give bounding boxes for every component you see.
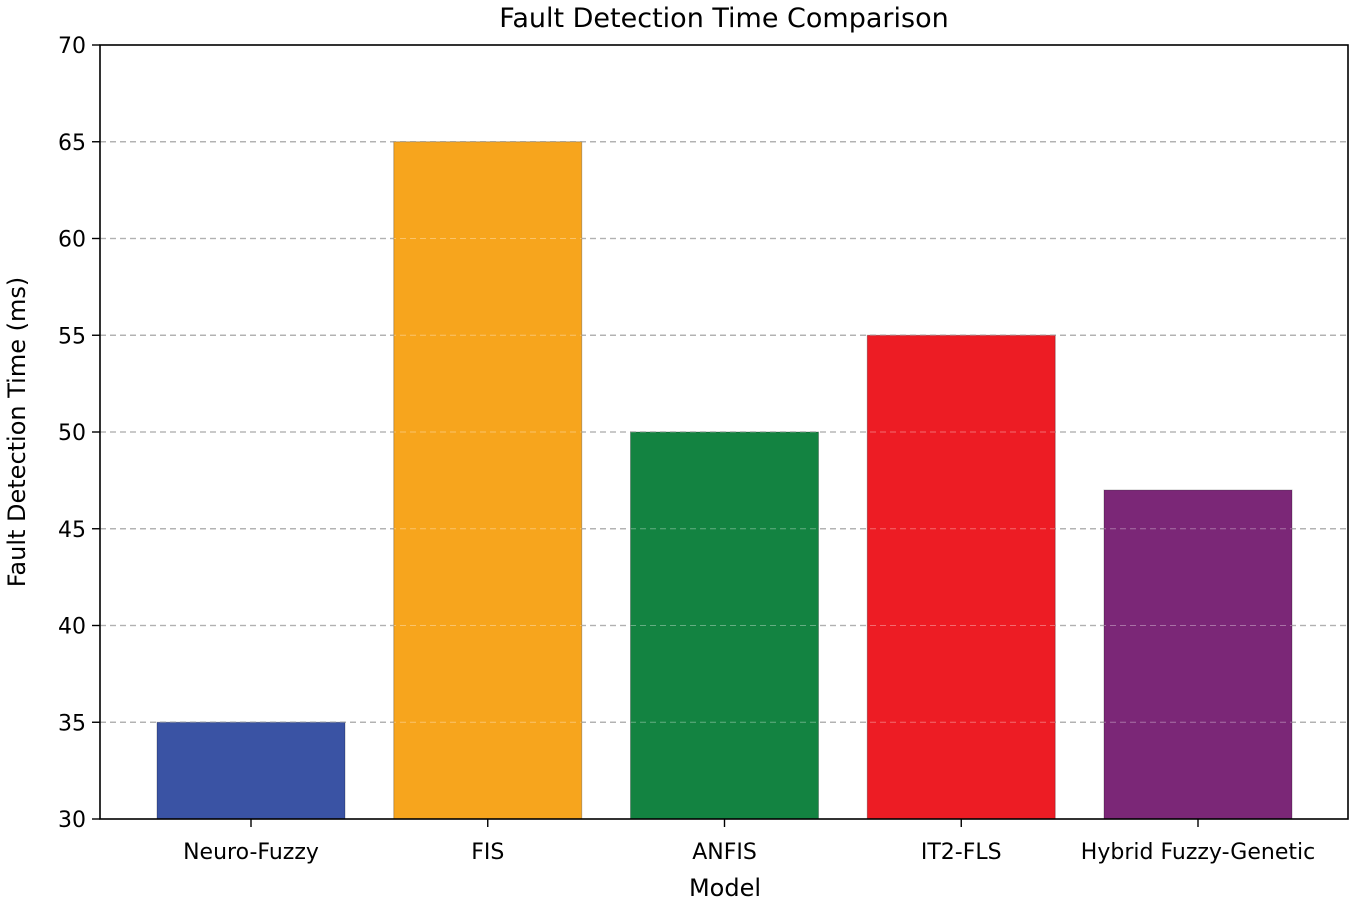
y-tick-label: 40 (58, 615, 86, 640)
bar-fis (393, 141, 583, 820)
bar-hybrid-fuzzy-genetic (1103, 489, 1293, 820)
y-tick-label: 55 (58, 324, 86, 349)
y-tick-label: 60 (58, 228, 86, 253)
x-axis-ticks: Neuro-Fuzzy FIS ANFIS IT2-FLS Hybrid Fuzzy-G… (183, 819, 1315, 865)
y-tick-label: 45 (58, 518, 86, 543)
y-tick-label: 35 (58, 711, 86, 736)
bar-neuro-fuzzy (156, 721, 346, 820)
x-tick-label: Hybrid Fuzzy-Genetic (1081, 840, 1315, 865)
x-tick-label: Neuro-Fuzzy (183, 840, 319, 865)
x-tick-label: FIS (471, 840, 504, 865)
y-axis-ticks: 30 35 40 45 50 55 60 65 70 (58, 34, 100, 833)
grid-front-layer (100, 141, 1348, 723)
bar-it2-fls (866, 334, 1056, 820)
bar-anfis (630, 431, 819, 820)
chart-title: Fault Detection Time Comparison (499, 3, 948, 34)
y-tick-label: 30 (58, 808, 86, 833)
bars-layer (156, 141, 1293, 820)
x-axis-label: Model (689, 874, 761, 902)
x-tick-label: IT2-FLS (921, 840, 1002, 865)
y-tick-label: 50 (58, 421, 86, 446)
y-tick-label: 65 (58, 131, 86, 156)
y-axis-label: Fault Detection Time (ms) (3, 277, 31, 587)
x-tick-label: ANFIS (692, 840, 757, 865)
y-tick-label: 70 (58, 34, 86, 59)
